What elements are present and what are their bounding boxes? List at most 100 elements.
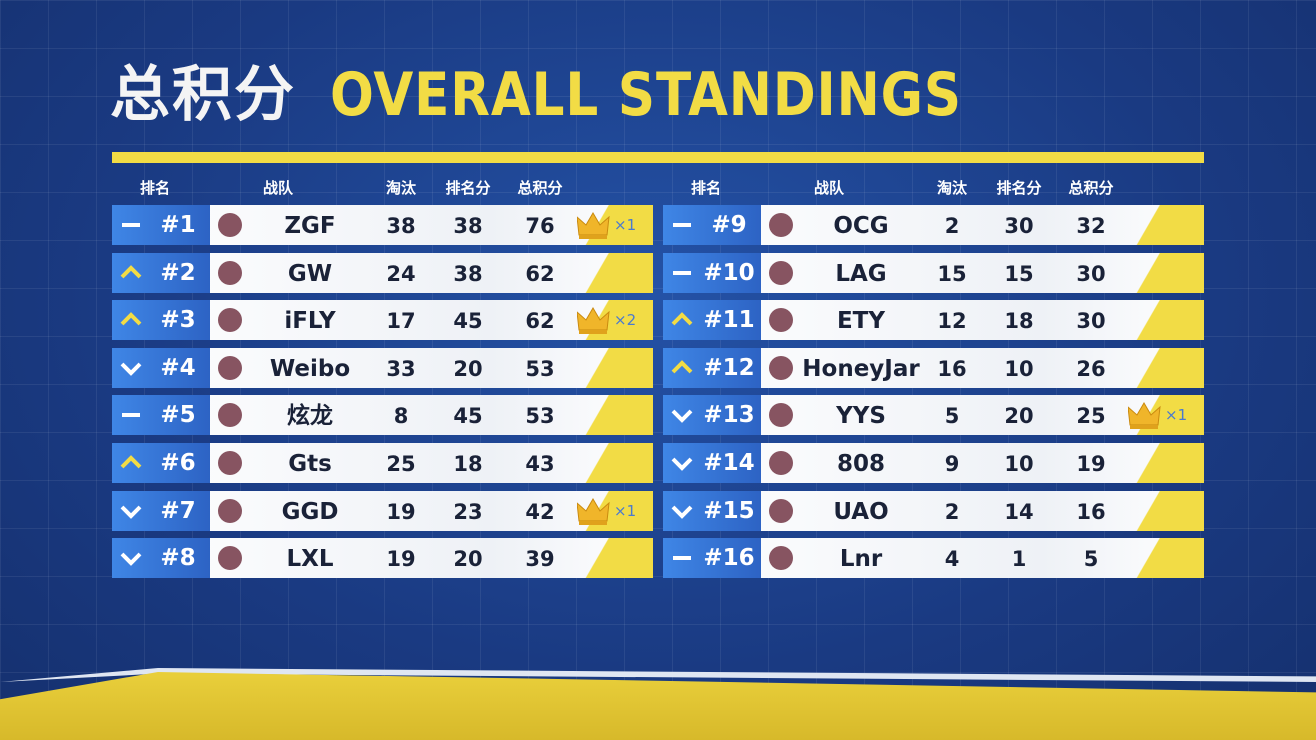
placement-points: 23: [453, 499, 483, 524]
kills: 2: [944, 499, 960, 524]
kills: 25: [386, 452, 416, 476]
kills: 33: [386, 356, 416, 381]
trend-same: [122, 223, 140, 227]
rank-box: #10: [663, 252, 761, 293]
team-name: UAO: [833, 498, 889, 525]
crown: [577, 497, 610, 525]
team-name: 炫龙: [287, 403, 333, 430]
trend-same: [673, 556, 691, 561]
kills: 38: [386, 214, 416, 238]
placement-points: 10: [1004, 452, 1034, 476]
team-logo: [218, 546, 242, 571]
row-stripe: [1114, 300, 1204, 341]
rank-box: #14: [663, 443, 761, 483]
team-logo: [218, 498, 242, 523]
kills: 24: [386, 261, 416, 286]
total-points: 32: [1076, 214, 1106, 238]
trend-down: [671, 505, 693, 519]
placement-points: 20: [1004, 404, 1034, 429]
wins: ×1: [614, 501, 637, 520]
title-en: OVERALL STANDINGS: [330, 60, 962, 130]
total-points: 26: [1076, 356, 1106, 381]
row-stripe: [1114, 347, 1204, 388]
rank-box: #8: [112, 538, 210, 579]
wins: ×1: [614, 216, 637, 234]
standing-row: #5 炫龙 8 45 53: [112, 395, 653, 436]
rank: #16: [703, 545, 755, 572]
team-logo: [769, 260, 793, 285]
rank: #12: [703, 354, 755, 381]
rank: #15: [703, 497, 755, 524]
team-logo: [218, 355, 242, 380]
kills: 5: [944, 404, 960, 429]
rank-box: #1: [112, 205, 210, 245]
total-points: 53: [525, 356, 555, 381]
row-stripe: [563, 347, 653, 388]
rank-box: #9: [663, 205, 761, 245]
row-stripe: [1114, 538, 1204, 579]
row-stripe: [1114, 205, 1204, 245]
placement-points: 30: [1004, 214, 1034, 238]
standing-row: #6 Gts 25 18 43: [112, 443, 653, 483]
floor: [0, 672, 1316, 740]
team-logo: [218, 403, 242, 428]
rank-box: #3: [112, 300, 210, 341]
team-logo: [218, 308, 242, 333]
rank-box: #13: [663, 395, 761, 436]
total-points: 62: [525, 261, 555, 286]
trend-down: [671, 409, 693, 424]
kills: 19: [386, 499, 416, 524]
trend-up: [120, 455, 142, 469]
team-logo: [218, 451, 242, 475]
team-logo: [218, 260, 242, 285]
row-stripe: [1114, 490, 1204, 531]
team-logo: [769, 498, 793, 523]
trend-up: [671, 359, 693, 374]
wins: ×1: [1165, 406, 1188, 425]
row-stripe: [563, 443, 653, 483]
team-name: LAG: [835, 260, 887, 287]
rank-box: #16: [663, 538, 761, 579]
total-points: 53: [525, 404, 555, 429]
standing-row: #3 iFLY 17 45 62 ×2: [112, 300, 653, 341]
standing-row: #16 Lnr 4 1 5: [663, 538, 1204, 579]
team-logo: [769, 308, 793, 333]
placement-points: 45: [453, 404, 483, 429]
row-stripe: [563, 395, 653, 436]
row-stripe: [1114, 252, 1204, 293]
kills: 17: [386, 309, 416, 334]
team-name: OCG: [833, 213, 889, 239]
column-header: 总积分: [517, 179, 563, 197]
rank: #10: [703, 259, 755, 286]
standing-row: #11 ETY 12 18 30: [663, 300, 1204, 341]
row-stripe: [1114, 443, 1204, 483]
rank-box: #7: [112, 490, 210, 531]
rank-box: #11: [663, 300, 761, 341]
rank: #5: [160, 402, 196, 429]
kills: 9: [944, 452, 960, 476]
rank: #6: [160, 450, 196, 476]
trend-down: [120, 362, 142, 376]
column-header: 淘汰: [936, 179, 968, 197]
team-name: LXL: [286, 546, 334, 573]
rank: #3: [160, 307, 196, 334]
rank: #14: [703, 450, 755, 476]
column-header: 总积分: [1068, 179, 1114, 197]
rank-box: #6: [112, 443, 210, 483]
crown: [1128, 402, 1161, 430]
total-points: 30: [1076, 309, 1106, 334]
column-header: 排名: [690, 179, 722, 197]
column-header: 排名分: [445, 179, 491, 197]
team-name: HoneyJar: [802, 355, 920, 382]
standing-row: #4 Weibo 33 20 53: [112, 347, 653, 388]
wins: ×2: [614, 311, 637, 330]
team-logo: [218, 213, 242, 237]
placement-points: 20: [453, 356, 483, 381]
rank: #11: [703, 307, 755, 334]
rank: #9: [711, 212, 747, 238]
rank: #4: [160, 354, 196, 381]
standing-row: #13 YYS 5 20 25 ×1: [663, 395, 1204, 436]
placement-points: 18: [1004, 309, 1034, 334]
standing-row: #15 UAO 2 14 16: [663, 490, 1204, 531]
